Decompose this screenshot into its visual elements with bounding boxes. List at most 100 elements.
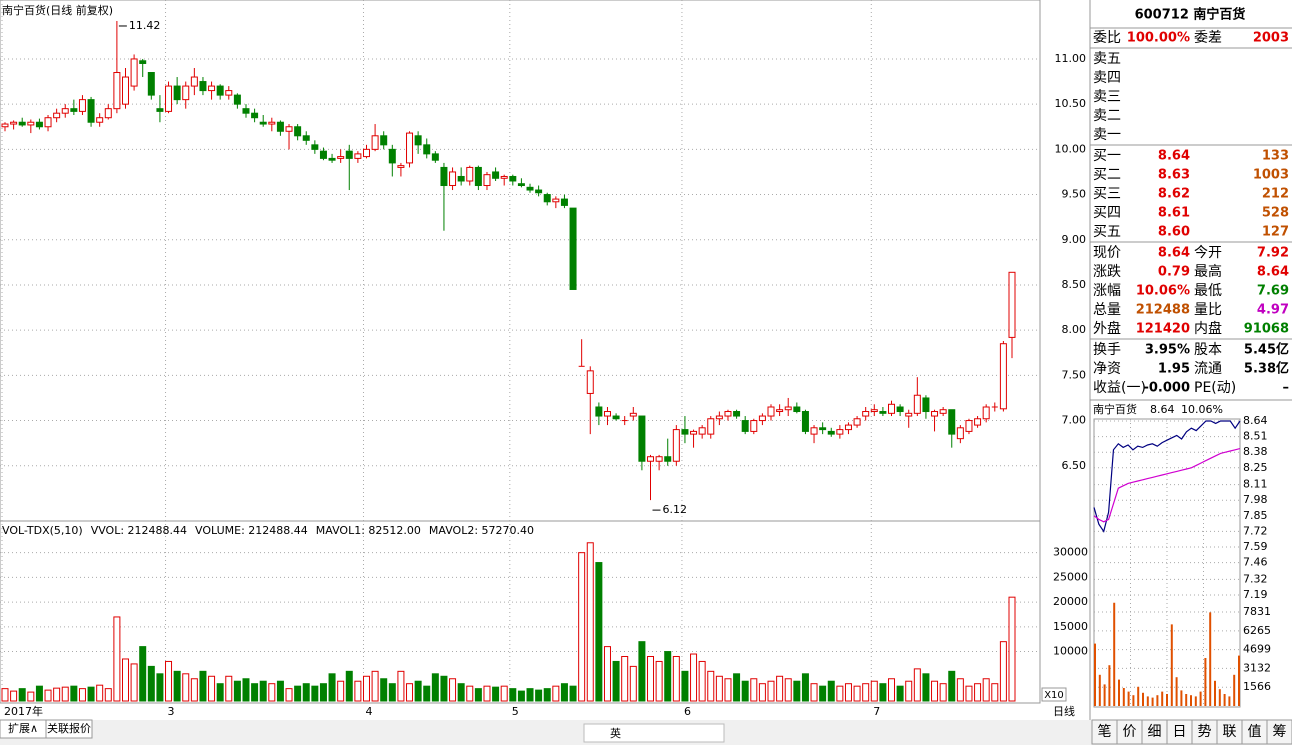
candle-body [199,81,207,92]
y-tick-label: 7.59 [1243,540,1268,553]
y-tick-label: 7.00 [1062,414,1087,427]
candle-body [96,117,104,123]
candle-body [483,174,491,187]
stat-value: 8.64 [1257,265,1289,280]
candle-body [268,121,276,125]
volume-bar [53,687,61,702]
candle-body [896,406,904,413]
fund-label: 流通 [1194,361,1222,377]
tab-label[interactable]: 值 [1248,724,1262,740]
candle-body [27,121,35,126]
intraday-line [1093,420,1241,533]
candle-body [664,456,672,462]
legend-entry: MAVOL1: 82512.00 [316,524,421,537]
volume-bar [380,678,388,702]
ime-label[interactable]: 英 [610,726,621,740]
tab-label[interactable]: 价 [1123,724,1137,740]
candle-body [311,144,319,150]
candle-body [707,418,715,435]
candle-body [999,343,1007,410]
volume-bar [758,683,766,702]
y-tick-label: 8.00 [1062,323,1087,336]
volume-bar [810,683,818,702]
candle-body [431,153,439,161]
volume-bar [578,552,586,702]
bid-price: 8.60 [1158,225,1190,240]
stat-value: 8.64 [1158,246,1190,261]
volume-bar [991,683,999,702]
volume-bar [836,685,844,702]
candle-body [509,175,517,182]
bid-volume: 1003 [1253,168,1289,183]
tab-label[interactable]: 细 [1148,724,1162,740]
y-tick-label: 10000 [1053,645,1088,658]
volume-bar [595,562,603,702]
candle-body [543,194,551,203]
volume-bar [208,675,216,702]
candle-body [776,409,784,413]
candle-body [810,427,818,435]
candle-body [242,108,250,114]
candle-body [638,415,646,462]
volume-bar [956,678,964,702]
tab-label[interactable]: 日 [1173,724,1187,740]
volume-bar [870,680,878,702]
candle-body [345,150,353,159]
candle-body [836,429,844,435]
volume-bar [698,660,706,702]
tab-label[interactable]: 关联报价 [47,721,91,735]
volume-bar [440,675,448,702]
volume-bar [552,685,560,702]
stat-label: 量比 [1194,302,1222,318]
volume-bar [104,688,112,702]
volume-bar [612,660,620,702]
stat-label: 内盘 [1194,320,1222,337]
volume-bar [35,685,43,702]
candle-body [380,135,388,146]
candle-body [233,94,241,105]
bid-label: 买一 [1093,148,1121,164]
tab-label[interactable]: 扩展∧ [8,721,38,735]
candle-body [1,123,9,128]
volume-bar [509,688,517,702]
candle-body [251,112,259,119]
candle-body [70,108,78,112]
fund-label: 换手 [1093,341,1121,358]
tab-label[interactable]: 筹 [1273,723,1287,740]
candle-body [139,60,147,64]
volume-bar [190,678,198,702]
y-tick-label: 1566 [1243,680,1271,693]
candle-body [784,406,792,411]
volume-bar [285,688,293,702]
volume-bar [913,668,921,702]
period-button[interactable]: 日线 [1053,704,1075,718]
volume-bar [672,656,680,702]
fund-label: 收益(一) [1093,380,1146,396]
bid-price: 8.62 [1158,187,1190,202]
volume-bar [345,670,353,702]
candle-body [560,198,568,206]
tab-label[interactable]: 势 [1198,724,1212,740]
tab-label[interactable]: 笔 [1098,724,1112,740]
volume-bar [87,686,95,702]
volume-bar [414,680,422,702]
volume-bar [621,656,629,702]
volume-bar [776,675,784,702]
volume-bar [27,691,35,702]
candle-body [586,370,594,394]
fund-label: 净资 [1093,361,1121,377]
value: 100.00% [1127,31,1190,46]
volume-bar [896,685,904,702]
bid-price: 8.64 [1158,149,1190,164]
tab-label[interactable]: 联 [1223,724,1237,740]
volume-bar [182,673,190,702]
stat-value: 91068 [1244,322,1289,337]
candle-body [862,411,870,417]
volume-bar [492,686,500,702]
candle-body [474,166,482,187]
candle-body [612,415,620,420]
tab [1241,719,1268,745]
volume-bar [474,688,482,702]
mini-price: 8.64 [1150,403,1175,416]
y-tick-label: 7.32 [1243,572,1268,585]
